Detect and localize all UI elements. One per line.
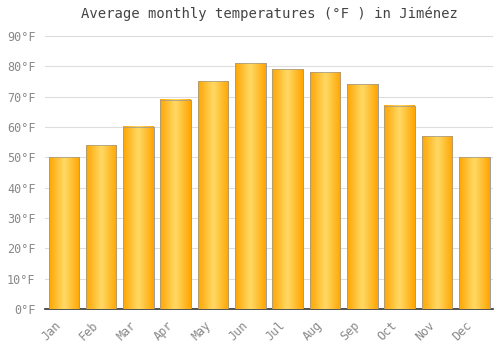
Bar [384,106,415,309]
Bar [459,157,490,309]
Bar [198,82,228,309]
Bar [384,106,415,309]
Title: Average monthly temperatures (°F ) in Jiménez: Average monthly temperatures (°F ) in Ji… [80,7,458,21]
Bar [48,157,79,309]
Bar [86,145,117,309]
Bar [198,82,228,309]
Bar [310,72,340,309]
Bar [160,100,191,309]
Bar [422,136,452,309]
Bar [422,136,452,309]
Bar [86,145,117,309]
Bar [272,69,303,309]
Bar [48,157,79,309]
Bar [123,127,154,309]
Bar [347,84,378,309]
Bar [235,63,266,309]
Bar [272,69,303,309]
Bar [459,157,490,309]
Bar [347,84,378,309]
Bar [310,72,340,309]
Bar [160,100,191,309]
Bar [123,127,154,309]
Bar [235,63,266,309]
